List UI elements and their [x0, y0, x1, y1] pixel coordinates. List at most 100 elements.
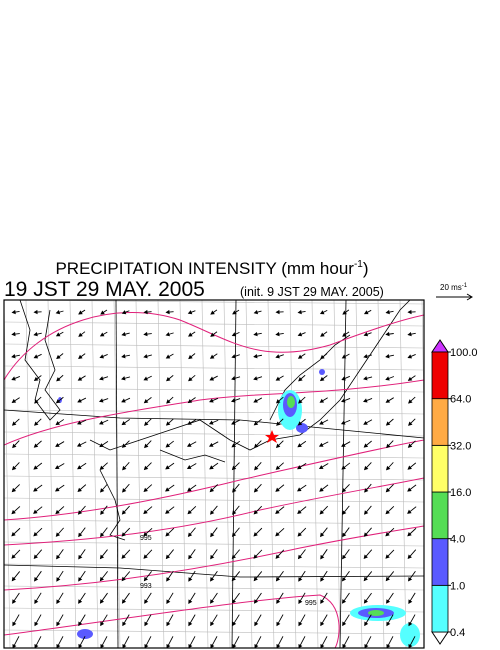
wind-arrowhead: [121, 354, 126, 359]
wind-arrowhead: [275, 331, 280, 337]
wind-arrowhead: [297, 309, 302, 315]
wind-arrowhead: [231, 443, 236, 448]
wind-arrowhead: [144, 443, 149, 449]
wind-arrowhead: [56, 354, 61, 360]
wind-arrowhead: [188, 354, 193, 360]
wind-arrowhead: [100, 643, 105, 648]
wind-arrowhead: [363, 398, 368, 403]
colorbar-label: 1.0: [450, 580, 465, 592]
wind-arrowhead: [253, 576, 258, 582]
wind-arrowhead: [208, 442, 214, 447]
wind-arrowhead: [121, 443, 127, 448]
wind-arrowhead: [100, 621, 105, 627]
wind-arrowhead: [77, 465, 82, 470]
wind-arrowhead: [385, 376, 390, 381]
wind-arrowhead: [319, 420, 324, 425]
grid-line: [4, 519, 424, 525]
wind-arrowhead: [122, 643, 127, 648]
wind-arrowhead: [143, 554, 148, 559]
wind-arrowhead: [99, 376, 104, 381]
wind-arrowhead: [33, 509, 38, 514]
wind-arrowhead: [54, 465, 60, 470]
wind-arrowhead: [33, 532, 38, 537]
wind-arrowhead: [254, 643, 259, 648]
wind-arrowhead: [254, 465, 259, 471]
wind-arrowhead: [121, 310, 127, 315]
colorbar-label: 64.0: [450, 394, 471, 406]
wind-vectors: [11, 309, 417, 648]
colorbar-label: 16.0: [450, 487, 471, 499]
wind-arrowhead: [121, 599, 127, 604]
wind-arrowhead: [408, 576, 413, 582]
wind-arrowhead: [342, 554, 347, 560]
wind-arrowhead: [386, 465, 391, 471]
wind-arrowhead: [11, 398, 17, 403]
wind-arrowhead: [364, 488, 369, 493]
wind-arrowhead: [210, 643, 215, 648]
wind-arrowhead: [143, 399, 149, 404]
grid-line: [69, 300, 77, 648]
wind-arrowhead: [253, 421, 259, 426]
wind-arrowhead: [188, 554, 193, 560]
grid-line: [4, 453, 424, 459]
wind-arrowhead: [56, 377, 61, 382]
wind-arrowhead: [407, 487, 412, 492]
wind-arrowhead: [407, 554, 412, 559]
wind-arrowhead: [76, 420, 82, 425]
grid-line: [4, 541, 424, 547]
grid-line: [223, 300, 231, 648]
map: 995 993 995: [4, 300, 424, 648]
isobar-label: 995: [140, 535, 152, 542]
wind-arrowhead: [166, 399, 171, 404]
wind-arrowhead: [275, 465, 281, 470]
wind-arrowhead: [342, 532, 347, 538]
wind-arrowhead: [232, 621, 237, 627]
wind-arrowhead: [11, 421, 17, 426]
wind-arrowhead: [166, 621, 171, 627]
wind-arrowhead: [385, 554, 390, 559]
wind-arrowhead: [407, 354, 413, 359]
wind-arrowhead: [275, 532, 280, 537]
wind-arrowhead: [407, 465, 412, 470]
wind-arrowhead: [297, 554, 303, 560]
grid-line: [377, 300, 385, 648]
wind-arrowhead: [11, 354, 16, 359]
wind-arrowhead: [275, 509, 280, 514]
wind-arrowhead: [56, 554, 61, 560]
wind-arrowhead: [230, 398, 236, 403]
wind-arrowhead: [253, 488, 259, 493]
wind-arrowhead: [363, 465, 369, 471]
wind-arrowhead: [99, 576, 105, 582]
wind-arrowhead: [165, 443, 171, 448]
wind-arrowhead: [78, 577, 83, 582]
wind-arrowhead: [99, 465, 105, 470]
wind-arrowhead: [187, 532, 193, 537]
wind-arrowhead: [320, 354, 325, 360]
wind-arrowhead: [275, 309, 280, 315]
wind-arrowhead: [385, 487, 391, 493]
wind-arrowhead: [188, 577, 193, 582]
wind-arrowhead: [55, 532, 61, 537]
wind-arrowhead: [210, 577, 215, 582]
isobars: [4, 312, 424, 648]
wind-arrowhead: [99, 599, 105, 604]
wind-arrowhead: [318, 442, 324, 447]
wind-arrowhead: [297, 509, 302, 514]
wind-arrowhead: [232, 488, 237, 493]
wind-arrowhead: [319, 487, 324, 492]
wind-arrowhead: [319, 376, 325, 382]
colorbar-label: 100.0: [450, 347, 478, 359]
wind-arrowhead: [298, 399, 303, 404]
wind-arrowhead: [78, 332, 83, 337]
wind-arrowhead: [187, 442, 192, 447]
wind-arrowhead: [99, 420, 104, 425]
wind-arrowhead: [254, 443, 259, 449]
wind-arrowhead: [320, 599, 325, 604]
wind-arrowhead: [363, 310, 369, 315]
wind-arrowhead: [341, 376, 346, 381]
wind-arrowhead: [34, 621, 39, 627]
wind-arrowhead: [33, 332, 38, 337]
wind-arrowhead: [210, 510, 215, 515]
wind-arrowhead: [209, 398, 214, 403]
wind-arrowhead: [165, 554, 171, 560]
